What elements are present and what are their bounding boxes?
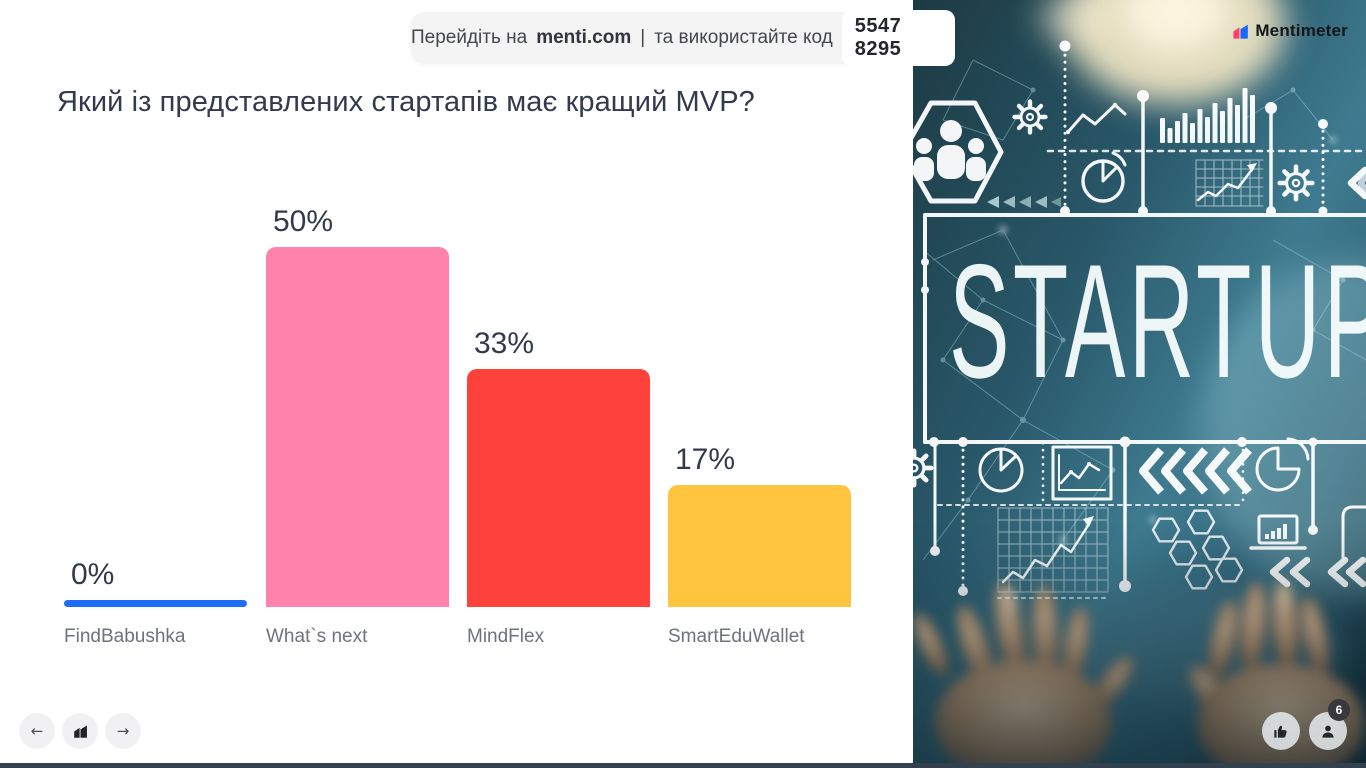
- next-slide-button[interactable]: →: [105, 713, 141, 749]
- bar-column-whats-next: 50% What`s next: [266, 205, 449, 647]
- slide-navigation: ← →: [19, 713, 141, 749]
- bar-value-label: 33%: [474, 327, 535, 360]
- bar-category-label: SmartEduWallet: [668, 626, 805, 647]
- photo-vignette: [913, 0, 1366, 768]
- arrow-right-icon: →: [116, 721, 130, 740]
- participants-count-badge: 6: [1328, 699, 1350, 721]
- thumbs-up-icon: [1274, 725, 1287, 738]
- startup-photo: STARTUP: [913, 0, 1366, 768]
- startup-photo-svg: STARTUP: [913, 0, 1366, 768]
- bar-column-findbabushka: 0% FindBabushka: [64, 558, 247, 647]
- like-button[interactable]: [1262, 712, 1300, 750]
- bar-smarteduwallet: [668, 485, 851, 607]
- mentimeter-home-button[interactable]: [62, 713, 98, 749]
- participants-button[interactable]: 6: [1309, 699, 1350, 750]
- person-icon: [1322, 725, 1334, 738]
- bar-category-label: MindFlex: [467, 626, 545, 647]
- bar-column-smarteduwallet: 17% SmartEduWallet: [668, 443, 851, 647]
- bar-column-mindflex: 33% MindFlex: [467, 327, 650, 647]
- bar-category-label: FindBabushka: [64, 626, 186, 647]
- previous-slide-button[interactable]: ←: [19, 713, 55, 749]
- mentimeter-m-icon: [73, 725, 87, 738]
- bar-value-label: 50%: [273, 205, 334, 238]
- mentimeter-logo: Mentimeter: [1232, 21, 1348, 41]
- mentimeter-logo-text: Mentimeter: [1255, 21, 1348, 40]
- banner-separator: |: [640, 27, 646, 48]
- bar-category-label: What`s next: [266, 626, 368, 647]
- bar-value-label: 0%: [71, 558, 115, 591]
- bar-mindflex: [467, 369, 650, 607]
- banner-suffix: та використайте код: [654, 27, 833, 48]
- page-title: Який із представлених стартапів має кращ…: [57, 86, 755, 118]
- arrow-left-icon: ←: [30, 721, 44, 740]
- bar-value-label: 17%: [675, 443, 736, 476]
- join-code: 5547 8295: [841, 10, 955, 66]
- join-banner: Перейдіть на menti.com | та використайте…: [411, 10, 955, 66]
- bottom-bar: [0, 763, 1366, 768]
- bar-whats-next: [266, 247, 449, 607]
- banner-prefix: Перейдіть на: [411, 27, 528, 48]
- bar-findbabushka: [64, 600, 247, 607]
- banner-site: menti.com: [536, 27, 632, 48]
- reactions: 6: [1262, 699, 1350, 750]
- mentimeter-logo-icon: [1233, 24, 1249, 39]
